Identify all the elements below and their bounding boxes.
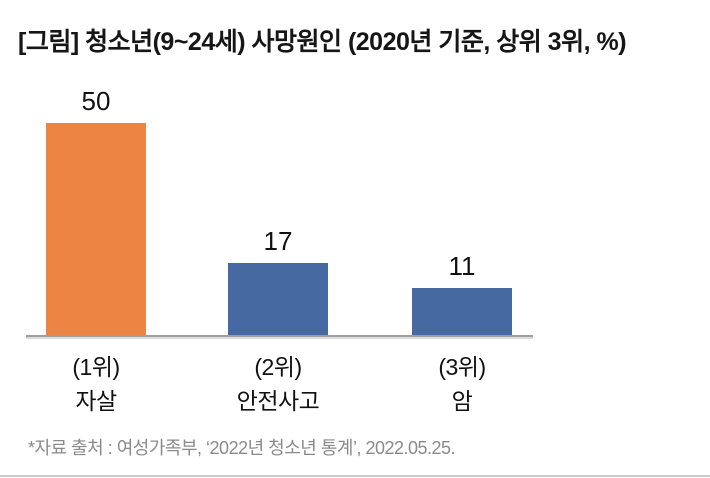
bar-3 xyxy=(412,288,512,335)
bar-value-label: 11 xyxy=(448,251,476,281)
category-cause-label: 안전사고 xyxy=(236,388,320,414)
category-rank-label: (2위) xyxy=(254,354,302,380)
category-rank-label: (1위) xyxy=(72,354,120,380)
category-rank-label: (3위) xyxy=(438,354,486,380)
category-cause-label: 암 xyxy=(451,388,473,414)
bar-1 xyxy=(46,123,146,335)
source-note: *자료 출처 : 여성가족부, ‘2022년 청소년 통계’, 2022.05.… xyxy=(28,438,456,458)
bottom-border-line xyxy=(0,475,710,477)
chart-title: [그림] 청소년(9~24세) 사망원인 (2020년 기준, 상위 3위, %… xyxy=(18,28,627,56)
bar-value-label: 50 xyxy=(81,86,111,116)
bar-2 xyxy=(228,263,328,335)
category-cause-label: 자살 xyxy=(75,388,117,414)
x-axis-line xyxy=(26,335,533,339)
bar-value-label: 17 xyxy=(263,226,293,256)
